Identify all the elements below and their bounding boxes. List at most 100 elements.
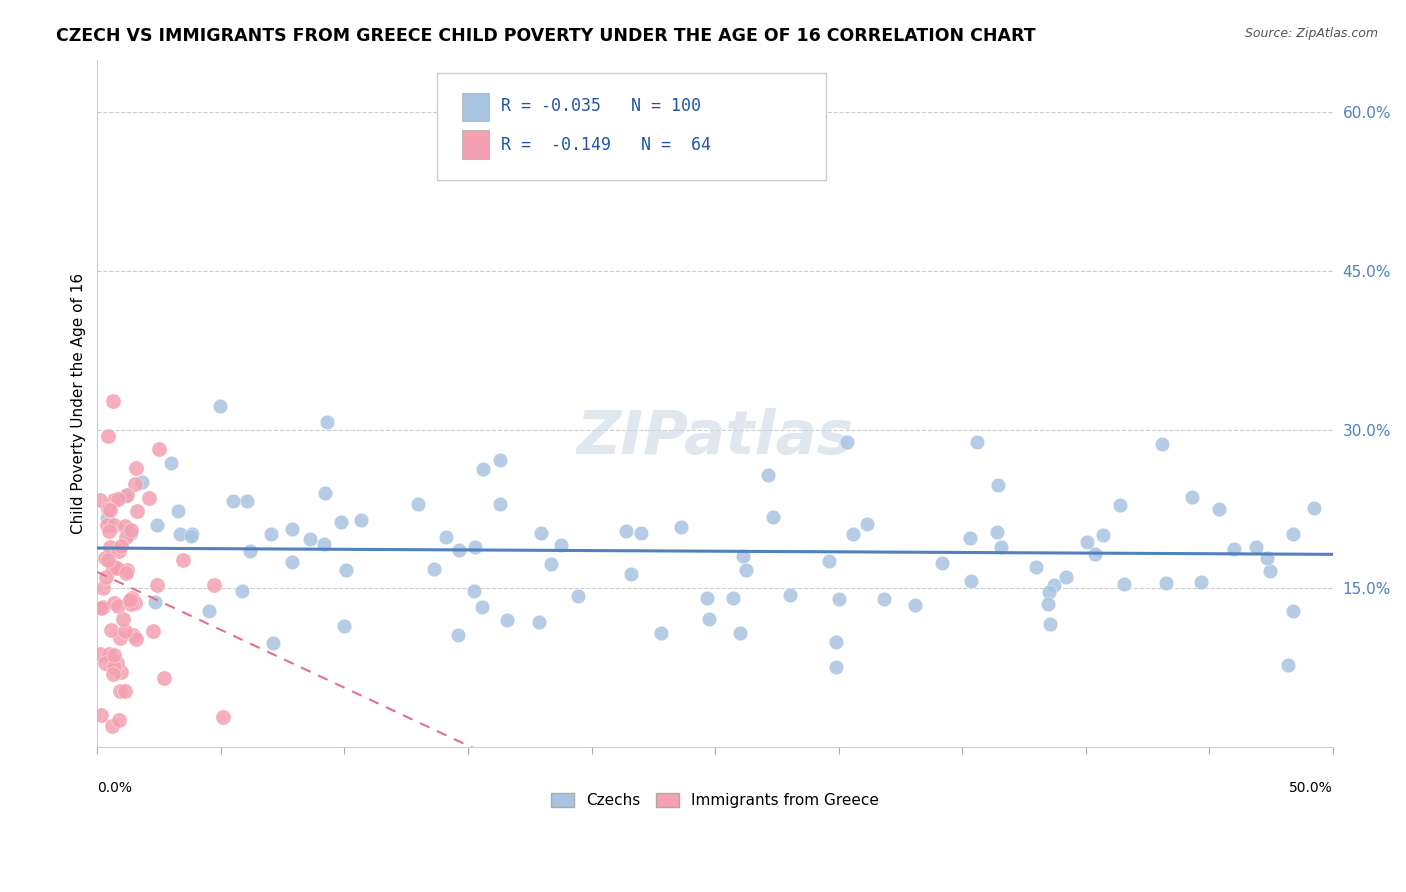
Text: R = -0.035   N = 100: R = -0.035 N = 100 bbox=[502, 97, 702, 115]
Point bbox=[540, 557, 562, 571]
Point bbox=[530, 526, 553, 541]
Point bbox=[97, 647, 120, 661]
Point bbox=[987, 478, 1010, 492]
Point bbox=[1150, 437, 1173, 451]
Point bbox=[335, 563, 357, 577]
Point bbox=[112, 612, 135, 626]
Point bbox=[97, 553, 120, 567]
Point bbox=[779, 588, 801, 602]
Text: 50.0%: 50.0% bbox=[1289, 781, 1333, 796]
Point bbox=[734, 563, 756, 577]
Point bbox=[824, 634, 846, 648]
FancyBboxPatch shape bbox=[437, 73, 827, 180]
Point bbox=[115, 530, 138, 544]
Point bbox=[103, 517, 125, 532]
Point bbox=[103, 596, 125, 610]
Point bbox=[489, 453, 512, 467]
Point bbox=[204, 578, 226, 592]
Point bbox=[281, 522, 304, 536]
Point bbox=[100, 623, 122, 637]
Point bbox=[172, 553, 194, 567]
Point bbox=[298, 533, 321, 547]
Point bbox=[103, 394, 125, 409]
Point bbox=[167, 504, 190, 518]
Point bbox=[180, 528, 202, 542]
Point bbox=[315, 486, 337, 500]
Y-axis label: Child Poverty Under the Age of 16: Child Poverty Under the Age of 16 bbox=[72, 273, 86, 533]
FancyBboxPatch shape bbox=[461, 130, 489, 159]
Point bbox=[447, 628, 470, 642]
Point bbox=[422, 562, 444, 576]
Point bbox=[1076, 534, 1098, 549]
Point bbox=[103, 648, 125, 662]
Point bbox=[756, 468, 779, 483]
Point bbox=[121, 591, 143, 605]
Point bbox=[124, 460, 146, 475]
Point bbox=[108, 544, 131, 558]
Point bbox=[107, 599, 129, 614]
Point bbox=[406, 497, 429, 511]
Point bbox=[221, 494, 243, 508]
Point bbox=[1208, 502, 1230, 516]
Point bbox=[966, 434, 988, 449]
Point bbox=[986, 525, 1008, 540]
Point bbox=[260, 527, 283, 541]
Point bbox=[231, 583, 253, 598]
Point bbox=[1223, 542, 1246, 557]
Point bbox=[1258, 564, 1281, 578]
Point bbox=[1054, 570, 1077, 584]
Point bbox=[110, 665, 132, 679]
Point bbox=[105, 656, 128, 670]
Point bbox=[97, 501, 120, 516]
Point bbox=[115, 488, 138, 502]
Legend: Czechs, Immigrants from Greece: Czechs, Immigrants from Greece bbox=[546, 788, 884, 814]
Point bbox=[105, 561, 128, 575]
Point bbox=[449, 542, 471, 557]
Point bbox=[281, 555, 304, 569]
Text: R =  -0.149   N =  64: R = -0.149 N = 64 bbox=[502, 136, 711, 153]
Point bbox=[108, 684, 131, 698]
Point bbox=[1092, 528, 1115, 542]
Point bbox=[696, 591, 718, 606]
FancyBboxPatch shape bbox=[461, 93, 489, 121]
Point bbox=[107, 492, 129, 507]
Point bbox=[1180, 490, 1202, 504]
Point bbox=[463, 584, 485, 599]
Point bbox=[169, 527, 191, 541]
Point bbox=[152, 671, 174, 685]
Point bbox=[630, 526, 652, 541]
Point bbox=[960, 574, 983, 589]
Point bbox=[114, 518, 136, 533]
Point bbox=[115, 566, 138, 580]
Point bbox=[103, 560, 125, 574]
Point bbox=[434, 530, 457, 544]
Point bbox=[125, 503, 148, 517]
Point bbox=[330, 515, 353, 529]
Point bbox=[489, 498, 512, 512]
Point bbox=[959, 531, 981, 545]
Point bbox=[1083, 547, 1105, 561]
Point bbox=[103, 667, 125, 681]
Point bbox=[107, 713, 129, 727]
Point bbox=[138, 491, 160, 505]
Point bbox=[761, 510, 783, 524]
Point bbox=[828, 591, 851, 606]
Point bbox=[1039, 617, 1062, 632]
Point bbox=[103, 660, 125, 674]
Point bbox=[101, 559, 124, 574]
Point bbox=[120, 523, 142, 537]
Point bbox=[89, 492, 111, 507]
Point bbox=[90, 601, 112, 615]
Point bbox=[333, 619, 356, 633]
Point bbox=[110, 539, 132, 553]
Point bbox=[94, 570, 117, 584]
Point bbox=[180, 527, 202, 541]
Point bbox=[312, 537, 335, 551]
Point bbox=[96, 511, 118, 525]
Point bbox=[837, 434, 859, 449]
Text: 0.0%: 0.0% bbox=[97, 781, 132, 796]
Point bbox=[114, 624, 136, 639]
Point bbox=[120, 598, 142, 612]
Point bbox=[471, 599, 494, 614]
Point bbox=[90, 707, 112, 722]
